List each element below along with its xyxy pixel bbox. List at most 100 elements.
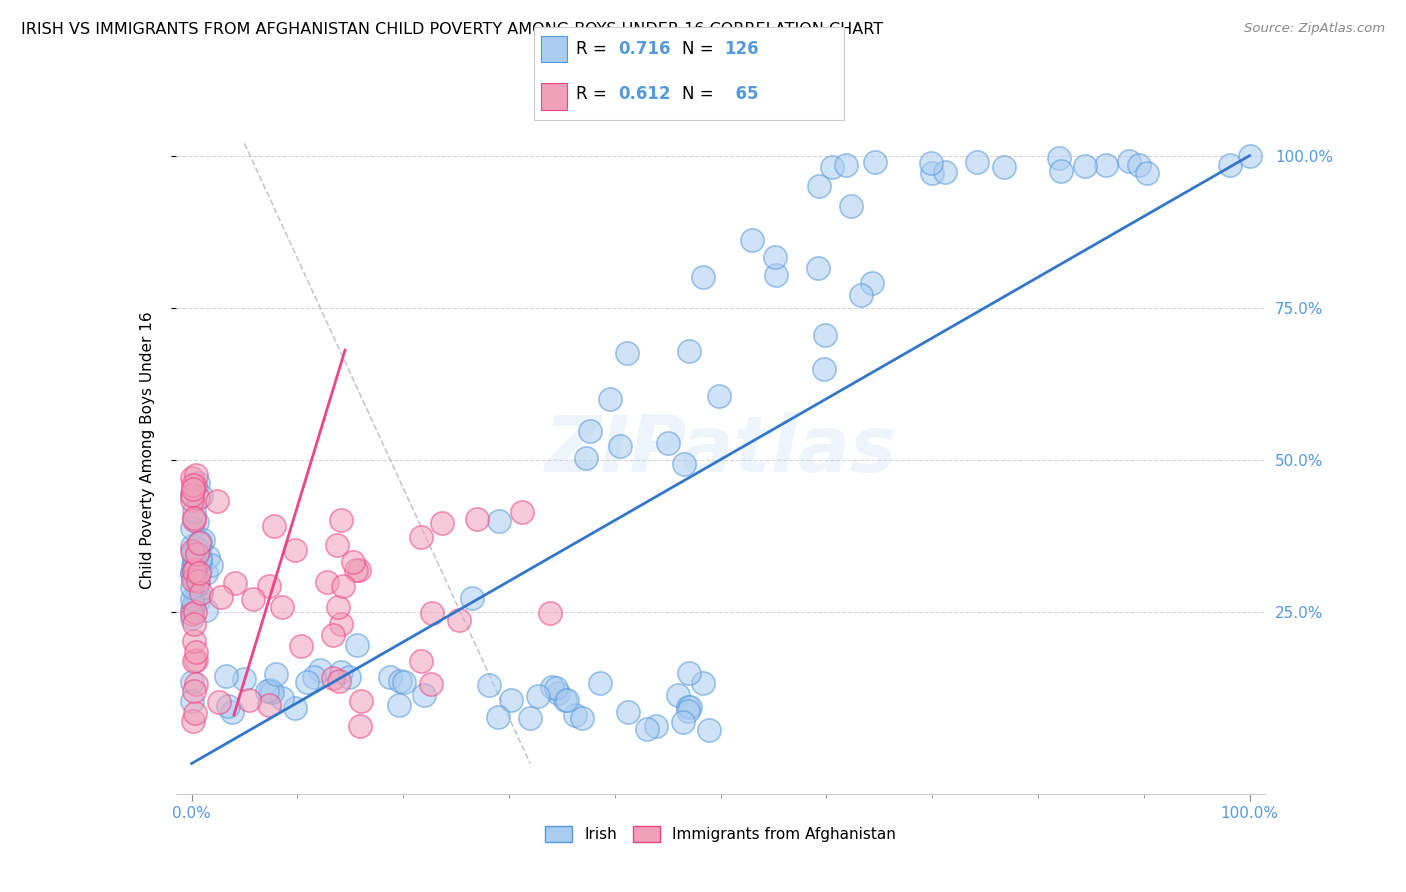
Point xyxy=(814,328,837,343)
Point xyxy=(309,663,332,677)
Point xyxy=(184,645,207,659)
Point xyxy=(636,723,658,737)
Point xyxy=(678,700,700,714)
Point xyxy=(183,511,205,525)
Point xyxy=(589,676,612,690)
Point xyxy=(184,550,207,565)
Point xyxy=(263,519,285,533)
Point xyxy=(554,692,576,706)
Point xyxy=(187,491,209,505)
Point xyxy=(209,590,232,604)
Y-axis label: Child Poverty Among Boys Under 16: Child Poverty Among Boys Under 16 xyxy=(141,311,155,590)
Point xyxy=(181,521,204,535)
Text: R =: R = xyxy=(576,85,613,103)
Point xyxy=(186,577,208,591)
Point xyxy=(180,611,202,625)
Point xyxy=(187,587,209,601)
Point xyxy=(191,533,214,547)
Point xyxy=(295,675,318,690)
Point xyxy=(271,599,294,614)
Point xyxy=(180,607,202,621)
Point xyxy=(186,515,208,529)
Point xyxy=(302,670,325,684)
Point xyxy=(184,653,207,667)
Point xyxy=(540,681,562,695)
Point xyxy=(187,542,209,557)
Point xyxy=(478,678,501,692)
Point xyxy=(190,586,212,600)
Point xyxy=(673,458,696,472)
Point xyxy=(187,594,209,608)
Point xyxy=(181,546,204,560)
Text: N =: N = xyxy=(682,85,718,103)
Point xyxy=(188,535,211,549)
Point xyxy=(538,606,561,620)
Point xyxy=(242,591,264,606)
Point xyxy=(555,693,578,707)
Point xyxy=(290,639,312,653)
Text: 65: 65 xyxy=(724,85,759,103)
Point xyxy=(430,516,453,531)
Text: IRISH VS IMMIGRANTS FROM AFGHANISTAN CHILD POVERTY AMONG BOYS UNDER 16 CORRELATI: IRISH VS IMMIGRANTS FROM AFGHANISTAN CHI… xyxy=(21,22,883,37)
Point xyxy=(849,288,872,302)
Point xyxy=(190,489,212,503)
Point xyxy=(692,676,714,690)
Point xyxy=(337,670,360,684)
Point xyxy=(264,666,287,681)
Point xyxy=(188,560,211,574)
Point xyxy=(183,683,205,698)
Point xyxy=(271,690,294,705)
Point xyxy=(1136,166,1159,180)
Point xyxy=(257,698,280,713)
Point xyxy=(394,675,416,690)
Point xyxy=(186,677,208,691)
Point xyxy=(378,670,401,684)
Point xyxy=(187,574,209,588)
Point xyxy=(181,566,204,580)
Point xyxy=(181,599,204,613)
Point xyxy=(865,155,887,169)
Point xyxy=(181,580,204,594)
Point xyxy=(449,613,471,627)
Point xyxy=(488,514,510,528)
Point xyxy=(326,599,349,614)
Point xyxy=(184,592,207,607)
Point xyxy=(257,579,280,593)
Point xyxy=(224,575,246,590)
Point xyxy=(519,711,541,725)
Point xyxy=(208,695,231,709)
Point xyxy=(332,579,354,593)
Point xyxy=(183,552,205,566)
Point xyxy=(329,513,352,527)
Point xyxy=(1074,159,1097,173)
Point xyxy=(256,684,278,698)
Point xyxy=(181,487,204,501)
Point xyxy=(526,690,548,704)
Point xyxy=(347,563,370,577)
Point xyxy=(186,541,208,555)
Point xyxy=(221,706,243,720)
Point xyxy=(217,699,239,714)
Point xyxy=(284,700,307,714)
Point xyxy=(233,672,256,686)
Point xyxy=(181,574,204,588)
Point xyxy=(187,566,209,580)
Point xyxy=(1094,158,1116,172)
Point xyxy=(835,158,858,172)
Point xyxy=(921,166,943,180)
Point xyxy=(486,710,509,724)
Point xyxy=(510,505,533,519)
Point xyxy=(349,719,371,733)
Point xyxy=(181,488,204,502)
Point xyxy=(389,673,412,688)
Point xyxy=(697,723,720,738)
Point xyxy=(215,668,238,682)
Point xyxy=(465,511,488,525)
Point xyxy=(187,475,209,490)
Point xyxy=(200,558,222,572)
Point xyxy=(186,549,208,564)
Point xyxy=(350,693,373,707)
Point xyxy=(181,543,204,558)
Point xyxy=(183,633,205,648)
Point xyxy=(657,435,679,450)
